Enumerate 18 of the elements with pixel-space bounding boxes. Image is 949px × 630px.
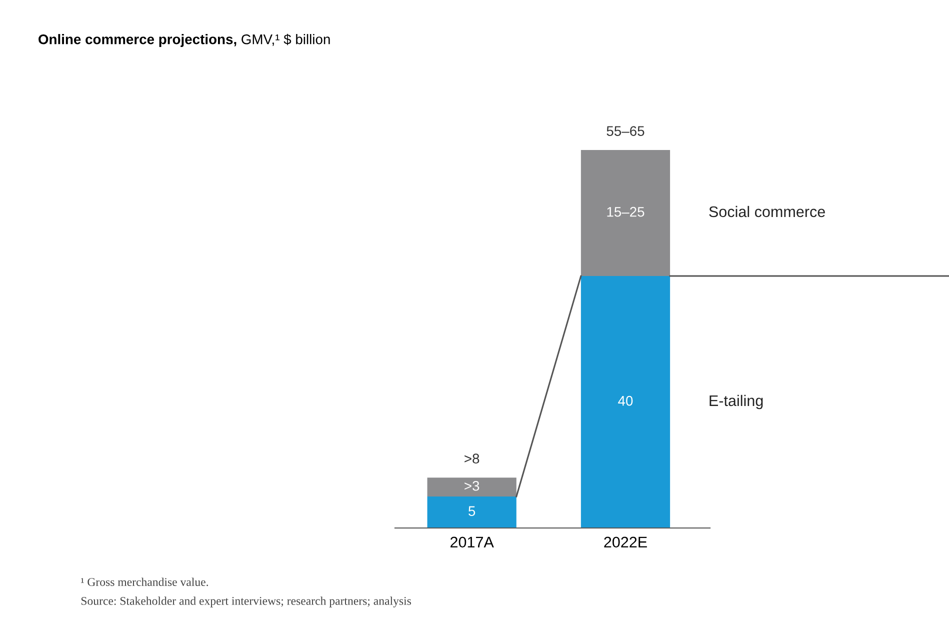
text: ¹ Gross merchandise value. (81, 578, 208, 586)
data-label: 40 (618, 396, 633, 406)
total-label: >8 (464, 454, 480, 464)
bar (580, 276, 670, 528)
total-label: 55–65 (606, 126, 644, 136)
text: Online commerce projections, (38, 34, 236, 47)
bar (427, 478, 516, 497)
text: Social commerce (709, 206, 825, 218)
chart-subtitle: GMV,¹ $ billion (242, 34, 330, 46)
bar (580, 150, 670, 276)
data-label: 15–25 (607, 206, 644, 217)
text: E-tailing (710, 394, 763, 410)
x-tick-label: 2017A (450, 536, 494, 548)
data-label: 5 (468, 506, 476, 516)
data-label: >3 (464, 480, 480, 491)
bar (427, 496, 516, 528)
source-note: Source: Stakeholder and expert interviews; research partners; analysis (81, 596, 411, 608)
x-tick-label: 2022E (604, 536, 647, 548)
